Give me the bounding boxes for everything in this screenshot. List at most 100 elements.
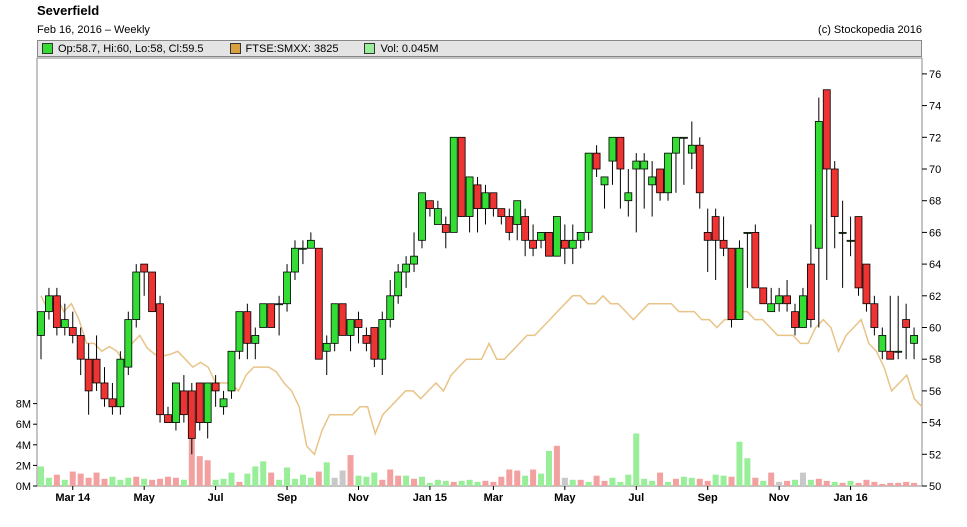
price-tick-label: 66	[929, 227, 941, 239]
candle-body	[108, 398, 117, 408]
candle-body	[306, 239, 315, 249]
volume-bar	[768, 472, 775, 486]
volume-bar	[522, 475, 529, 486]
candle-body	[283, 271, 291, 305]
candle-body	[68, 327, 77, 336]
volume-bar	[649, 480, 656, 486]
candle-body	[45, 295, 53, 313]
candle-body	[806, 263, 815, 320]
candle-body	[203, 382, 212, 424]
volume-bar	[299, 474, 306, 486]
volume-bar	[260, 461, 267, 486]
volume-bar	[212, 479, 219, 486]
candle-body	[727, 247, 736, 320]
candle-body	[751, 231, 760, 289]
price-tick-label: 72	[929, 132, 941, 144]
candle-body	[862, 263, 871, 305]
volume-bar	[69, 471, 76, 486]
candle-body	[291, 247, 299, 273]
volume-bar	[561, 477, 568, 486]
candle-body	[560, 239, 569, 249]
candle-body	[616, 136, 625, 170]
candle-body	[354, 319, 363, 328]
volume-bar	[379, 479, 386, 486]
candle-body	[799, 295, 807, 328]
volume-tick-label: 6M	[16, 419, 31, 431]
volume-bar	[593, 475, 600, 486]
legend-swatch-price	[42, 43, 53, 54]
candle-body	[164, 414, 172, 423]
x-tick-label: Sep	[277, 492, 297, 504]
volume-bar	[53, 474, 60, 486]
candle-body	[457, 136, 466, 217]
volume-bar	[776, 481, 783, 486]
volume-bar	[799, 472, 806, 486]
x-tick-label: Jul	[628, 492, 644, 504]
volume-bar	[291, 478, 298, 486]
candle-body	[640, 160, 649, 170]
x-tick-label: May	[554, 492, 576, 504]
x-tick-label: Nov	[348, 492, 370, 504]
legend-item-price: Op:58.7, Hi:60, Lo:58, Cl:59.5	[42, 43, 204, 55]
volume-bar	[355, 475, 362, 486]
price-tick-label: 56	[929, 386, 941, 398]
candle-body	[791, 311, 799, 328]
volume-tick-label: 8M	[16, 399, 31, 411]
ftse-line	[40, 294, 923, 456]
candle-body	[52, 295, 61, 328]
candle-body	[362, 335, 371, 344]
candle-body	[346, 319, 355, 336]
candle-body	[211, 382, 220, 392]
volume-bar	[188, 432, 195, 486]
candle-body	[775, 295, 784, 305]
volume-bar	[220, 478, 227, 486]
volume-bar	[284, 467, 291, 486]
volume-bar	[688, 477, 695, 486]
volume-bar	[506, 469, 513, 486]
candle-body	[251, 335, 260, 344]
volume-bar	[784, 480, 791, 486]
volume-bar	[553, 445, 560, 486]
volume-bar	[236, 481, 243, 486]
price-tick-label: 70	[929, 164, 941, 176]
candle-body	[529, 239, 537, 249]
volume-bar	[490, 481, 497, 486]
candle-body	[37, 311, 45, 336]
volume-bar	[466, 479, 473, 486]
candle-body	[584, 152, 593, 233]
candle-body	[695, 144, 704, 194]
candle-body	[84, 358, 93, 392]
volume-bar	[792, 479, 799, 486]
candle-body	[100, 382, 109, 400]
candle-body	[870, 303, 879, 328]
volume-bar	[831, 481, 838, 486]
candle-body	[846, 239, 855, 242]
price-tick-label: 52	[929, 449, 941, 461]
volume-bar	[323, 462, 330, 486]
price-tick-label: 50	[929, 481, 941, 493]
candle-body	[219, 398, 228, 408]
candle-body	[513, 200, 522, 225]
candle-body	[783, 295, 791, 305]
volume-bar	[577, 479, 584, 486]
volume-bar	[712, 474, 719, 486]
candle-body	[426, 200, 434, 210]
price-tick-label: 74	[929, 101, 941, 113]
legend-swatch-ftse	[229, 43, 241, 54]
volume-bar	[736, 441, 743, 486]
candle-body	[227, 350, 236, 392]
x-tick-label: Nov	[769, 492, 791, 504]
volume-bar	[268, 472, 275, 486]
copyright-text: (c) Stockopedia 2016	[818, 24, 922, 36]
candle-body	[719, 239, 728, 249]
candle-body	[60, 319, 69, 328]
volume-bar	[855, 482, 862, 486]
candle-body	[632, 160, 641, 170]
volume-bar	[133, 476, 140, 486]
volume-bar	[911, 482, 918, 486]
volume-bar	[760, 480, 767, 486]
candle-body	[735, 247, 744, 320]
candle-body	[441, 224, 450, 233]
candle-body	[537, 231, 545, 241]
